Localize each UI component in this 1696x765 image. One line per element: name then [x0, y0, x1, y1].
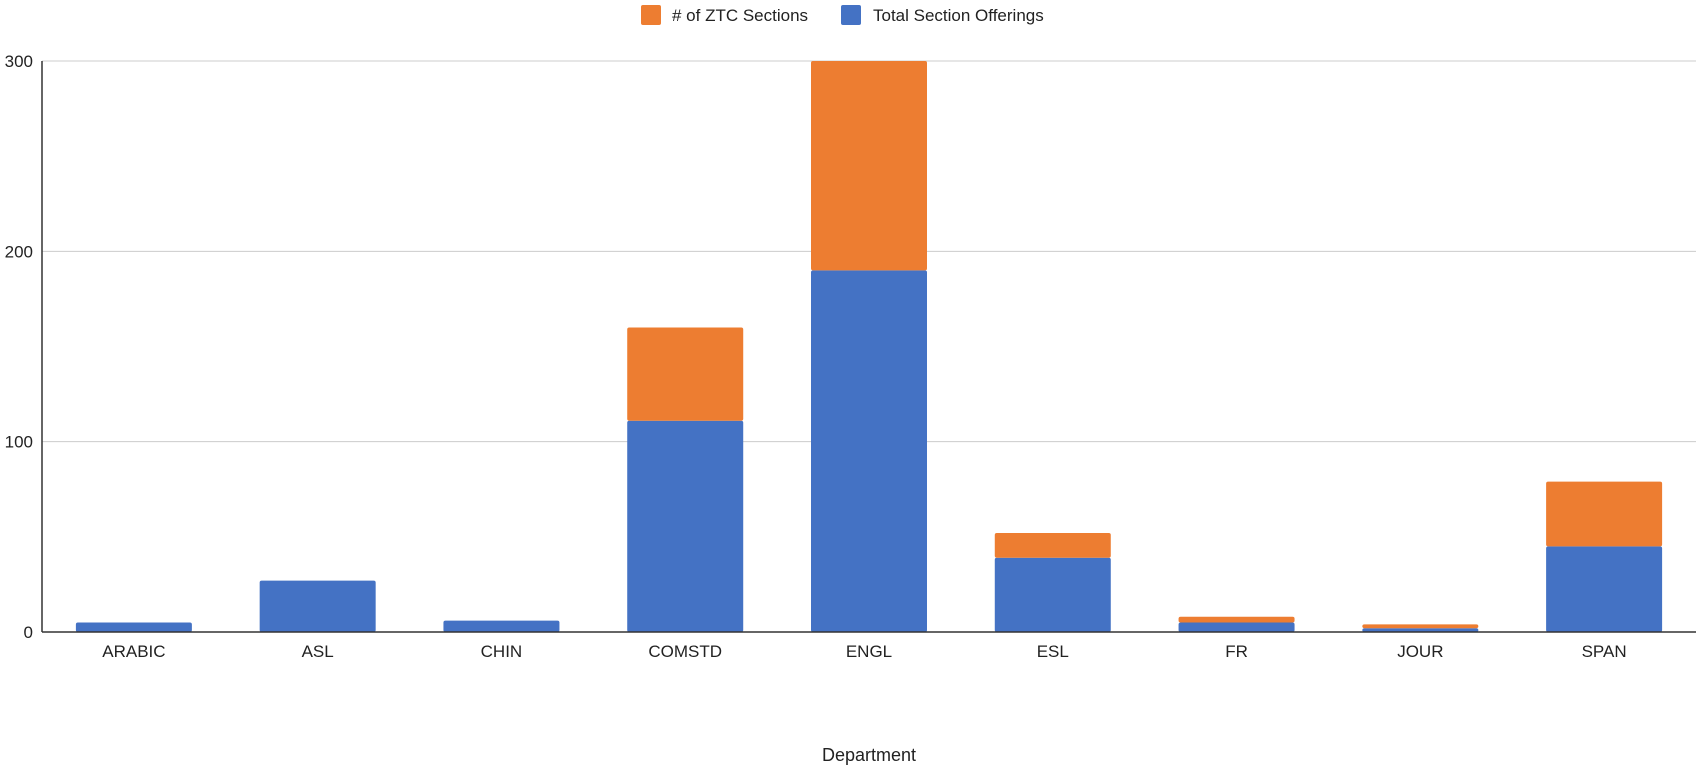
bar-fr-ztc-sections — [1178, 616, 1295, 623]
bar-asl-total-section-offerings — [259, 580, 376, 632]
x-tick-label-jour: JOUR — [1397, 642, 1443, 661]
bar-fr-total-section-offerings — [1178, 622, 1295, 632]
x-tick-label-esl: ESL — [1037, 642, 1069, 661]
bar-span-ztc-sections — [1546, 481, 1663, 547]
bar-engl-total-section-offerings — [811, 270, 927, 632]
bar-span-total-section-offerings — [1546, 546, 1663, 632]
bar-chin-total-section-offerings — [443, 620, 560, 632]
bar-jour-ztc-sections — [1362, 624, 1479, 629]
bar-jour-total-section-offerings — [1362, 628, 1479, 632]
bar-comstd-total-section-offerings — [627, 420, 744, 632]
x-tick-label-engl: ENGL — [846, 642, 892, 661]
x-tick-label-arabic: ARABIC — [102, 642, 165, 661]
legend-label-ztc-sections: # of ZTC Sections — [672, 6, 808, 25]
bar-comstd-ztc-sections — [627, 327, 744, 421]
x-tick-label-span: SPAN — [1582, 642, 1627, 661]
legend-swatch-ztc-sections — [641, 5, 661, 25]
y-axis-ticks: 0 100 200 300 — [5, 52, 33, 642]
bar-esl-total-section-offerings — [994, 557, 1111, 632]
legend-label-total-section-offerings: Total Section Offerings — [873, 6, 1044, 25]
x-axis-ticks: ARABIC ASL CHIN COMSTD ENGL ESL FR JOUR SPAN — [102, 642, 1626, 661]
bar-esl-ztc-sections — [994, 533, 1111, 558]
y-tick-label-100: 100 — [5, 433, 33, 452]
x-tick-label-comstd: COMSTD — [648, 642, 722, 661]
y-tick-label-200: 200 — [5, 242, 33, 261]
x-tick-label-asl: ASL — [302, 642, 334, 661]
y-tick-label-0: 0 — [24, 623, 33, 642]
y-tick-label-300: 300 — [5, 52, 33, 71]
bar-arabic-total-section-offerings — [75, 622, 192, 632]
bar-engl-ztc-sections — [811, 61, 927, 271]
legend-swatch-total-section-offerings — [841, 5, 861, 25]
legend: # of ZTC Sections Total Section Offerings — [641, 5, 1044, 25]
bars — [75, 61, 1663, 632]
x-tick-label-chin: CHIN — [481, 642, 523, 661]
x-axis-title: Department — [822, 745, 916, 765]
x-tick-label-fr: FR — [1225, 642, 1248, 661]
